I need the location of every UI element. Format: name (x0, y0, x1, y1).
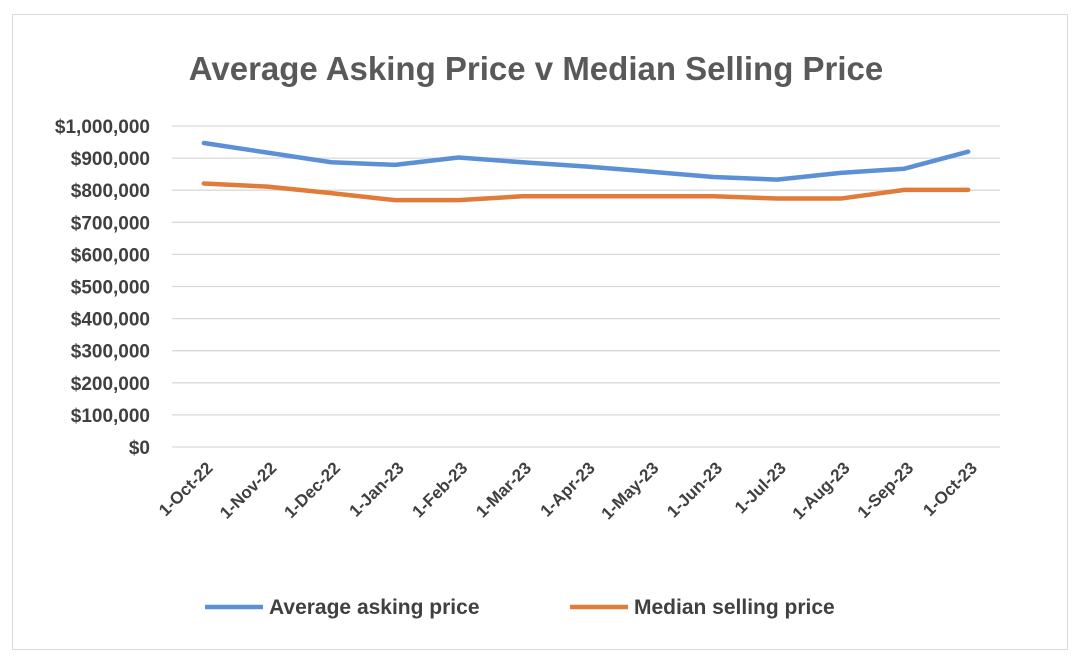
y-tick-label: $800,000 (71, 181, 150, 202)
x-tick-label: 1-Jun-23 (663, 458, 726, 521)
y-tick-label: $600,000 (71, 245, 150, 266)
x-tick-label: 1-Jul-23 (731, 458, 790, 517)
series-line-median-selling-price (201, 181, 971, 203)
x-tick-label: 1-Feb-23 (409, 458, 472, 521)
chart-frame (12, 14, 1068, 650)
series-line-average-asking-price (201, 140, 971, 182)
x-tick-label: 1-Dec-22 (281, 458, 345, 522)
legend-label: Median selling price (634, 596, 835, 619)
x-tick-label: 1-May-23 (598, 458, 663, 523)
y-tick-label: $0 (129, 438, 150, 459)
y-tick-label: $100,000 (71, 406, 150, 427)
chart-title: Average Asking Price v Median Selling Pr… (189, 50, 884, 87)
y-tick-label: $200,000 (71, 374, 150, 395)
x-tick-label: 1-Nov-22 (216, 458, 280, 522)
y-tick-label: $300,000 (71, 342, 150, 363)
y-tick-label: $400,000 (71, 310, 150, 331)
x-tick-label: 1-Aug-23 (789, 458, 854, 523)
legend-label: Average asking price (269, 596, 480, 619)
x-tick-label: 1-Oct-23 (919, 458, 981, 520)
x-tick-label: 1-Apr-23 (537, 458, 599, 520)
x-tick-label: 1-Jan-23 (346, 458, 408, 520)
x-tick-label: 1-Oct-22 (155, 458, 217, 520)
y-tick-label: $700,000 (71, 213, 150, 234)
y-tick-label: $900,000 (71, 149, 150, 170)
x-tick-label: 1-Mar-23 (472, 458, 535, 521)
y-tick-label: $500,000 (71, 278, 150, 299)
x-tick-label: 1-Sep-23 (854, 458, 918, 522)
y-tick-label: $1,000,000 (55, 117, 150, 138)
